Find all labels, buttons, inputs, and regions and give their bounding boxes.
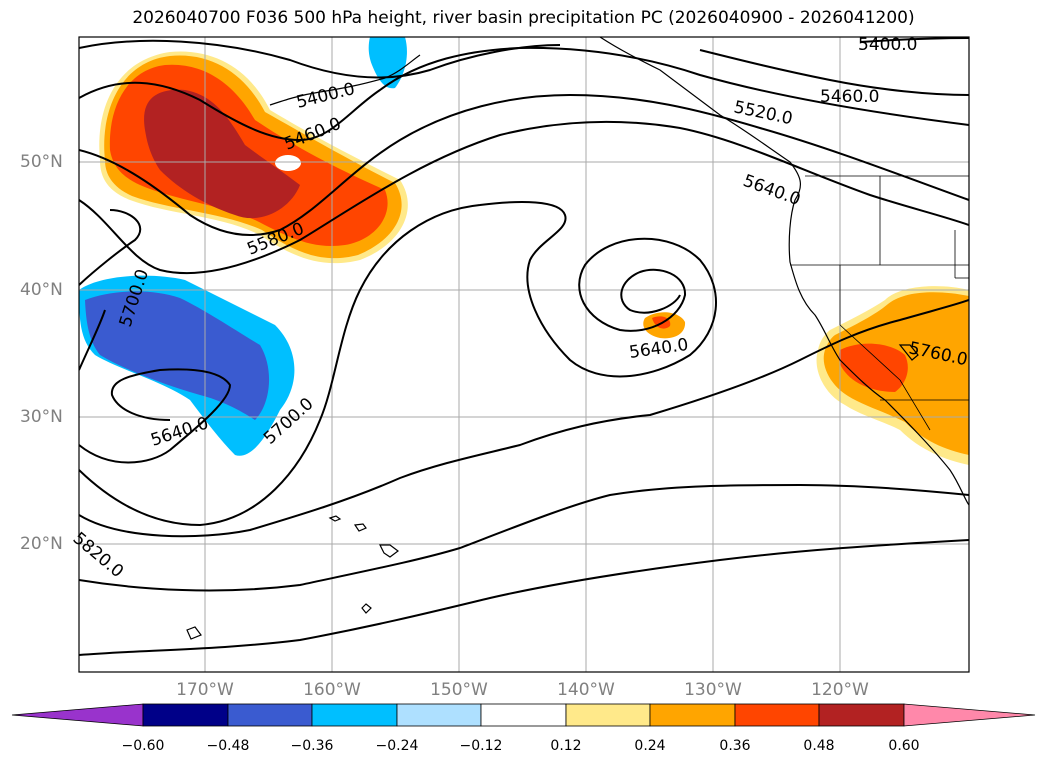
lon-label: 160°W bbox=[303, 680, 361, 700]
lat-label: 30°N bbox=[20, 407, 63, 427]
colorbar-segment bbox=[903, 703, 1036, 727]
precip-anomaly-nw-pacific bbox=[99, 51, 408, 264]
colorbar-tick-label: −0.24 bbox=[375, 738, 419, 754]
contour-label: 5640.0 bbox=[740, 171, 803, 210]
contour-label: 5820.0 bbox=[69, 529, 127, 583]
colorbar-tick-label: 0.12 bbox=[550, 738, 582, 754]
precip-anomaly-alaska-negative bbox=[368, 37, 407, 89]
colorbar-segment bbox=[734, 703, 820, 727]
precip-anomaly-california bbox=[816, 286, 969, 465]
colorbar bbox=[11, 703, 1036, 727]
contour-label: 5640.0 bbox=[628, 335, 690, 363]
plot-frame bbox=[78, 36, 970, 673]
colorbar-tick-label: −0.12 bbox=[459, 738, 503, 754]
gridlines bbox=[79, 37, 969, 672]
lon-label: 120°W bbox=[811, 680, 869, 700]
contour-label: 5400.0 bbox=[294, 79, 357, 113]
colorbar-segment bbox=[480, 703, 567, 727]
contour-label: 5460.0 bbox=[820, 87, 879, 107]
colorbar-tick-label: −0.48 bbox=[206, 738, 250, 754]
colorbar-tick-label: 0.48 bbox=[803, 738, 835, 754]
colorbar-tick-label: −0.60 bbox=[121, 738, 165, 754]
colorbar-tick-label: 0.24 bbox=[634, 738, 666, 754]
lon-label: 170°W bbox=[176, 680, 234, 700]
contour-label: 5400.0 bbox=[858, 35, 917, 55]
state-borders bbox=[790, 175, 969, 431]
colorbar-segment bbox=[142, 703, 229, 727]
precip-anomaly-offshore-small bbox=[643, 312, 686, 339]
lat-label: 50°N bbox=[20, 152, 63, 172]
contour-label: 5520.0 bbox=[732, 97, 794, 129]
lon-label: 150°W bbox=[430, 680, 488, 700]
lon-label: 140°W bbox=[557, 680, 615, 700]
colorbar-segment bbox=[11, 703, 144, 727]
coastlines bbox=[186, 37, 969, 640]
colorbar-segment bbox=[649, 703, 736, 727]
map-title: 2026040700 F036 500 hPa height, river ba… bbox=[132, 8, 915, 28]
colorbar-tick-label: 0.60 bbox=[888, 738, 920, 754]
colorbar-segment bbox=[311, 703, 398, 727]
colorbar-tick-label: 0.36 bbox=[719, 738, 751, 754]
precip-anomaly-subtropical-negative bbox=[79, 275, 295, 456]
colorbar-segment bbox=[818, 703, 905, 727]
height-contours bbox=[79, 37, 969, 656]
lat-label: 20°N bbox=[20, 534, 63, 554]
colorbar-segment bbox=[227, 703, 313, 727]
colorbar-segment bbox=[396, 703, 482, 727]
colorbar-tick-label: −0.36 bbox=[290, 738, 334, 754]
lat-label: 40°N bbox=[20, 280, 63, 300]
colorbar-segment bbox=[565, 703, 651, 727]
lon-label: 130°W bbox=[684, 680, 742, 700]
